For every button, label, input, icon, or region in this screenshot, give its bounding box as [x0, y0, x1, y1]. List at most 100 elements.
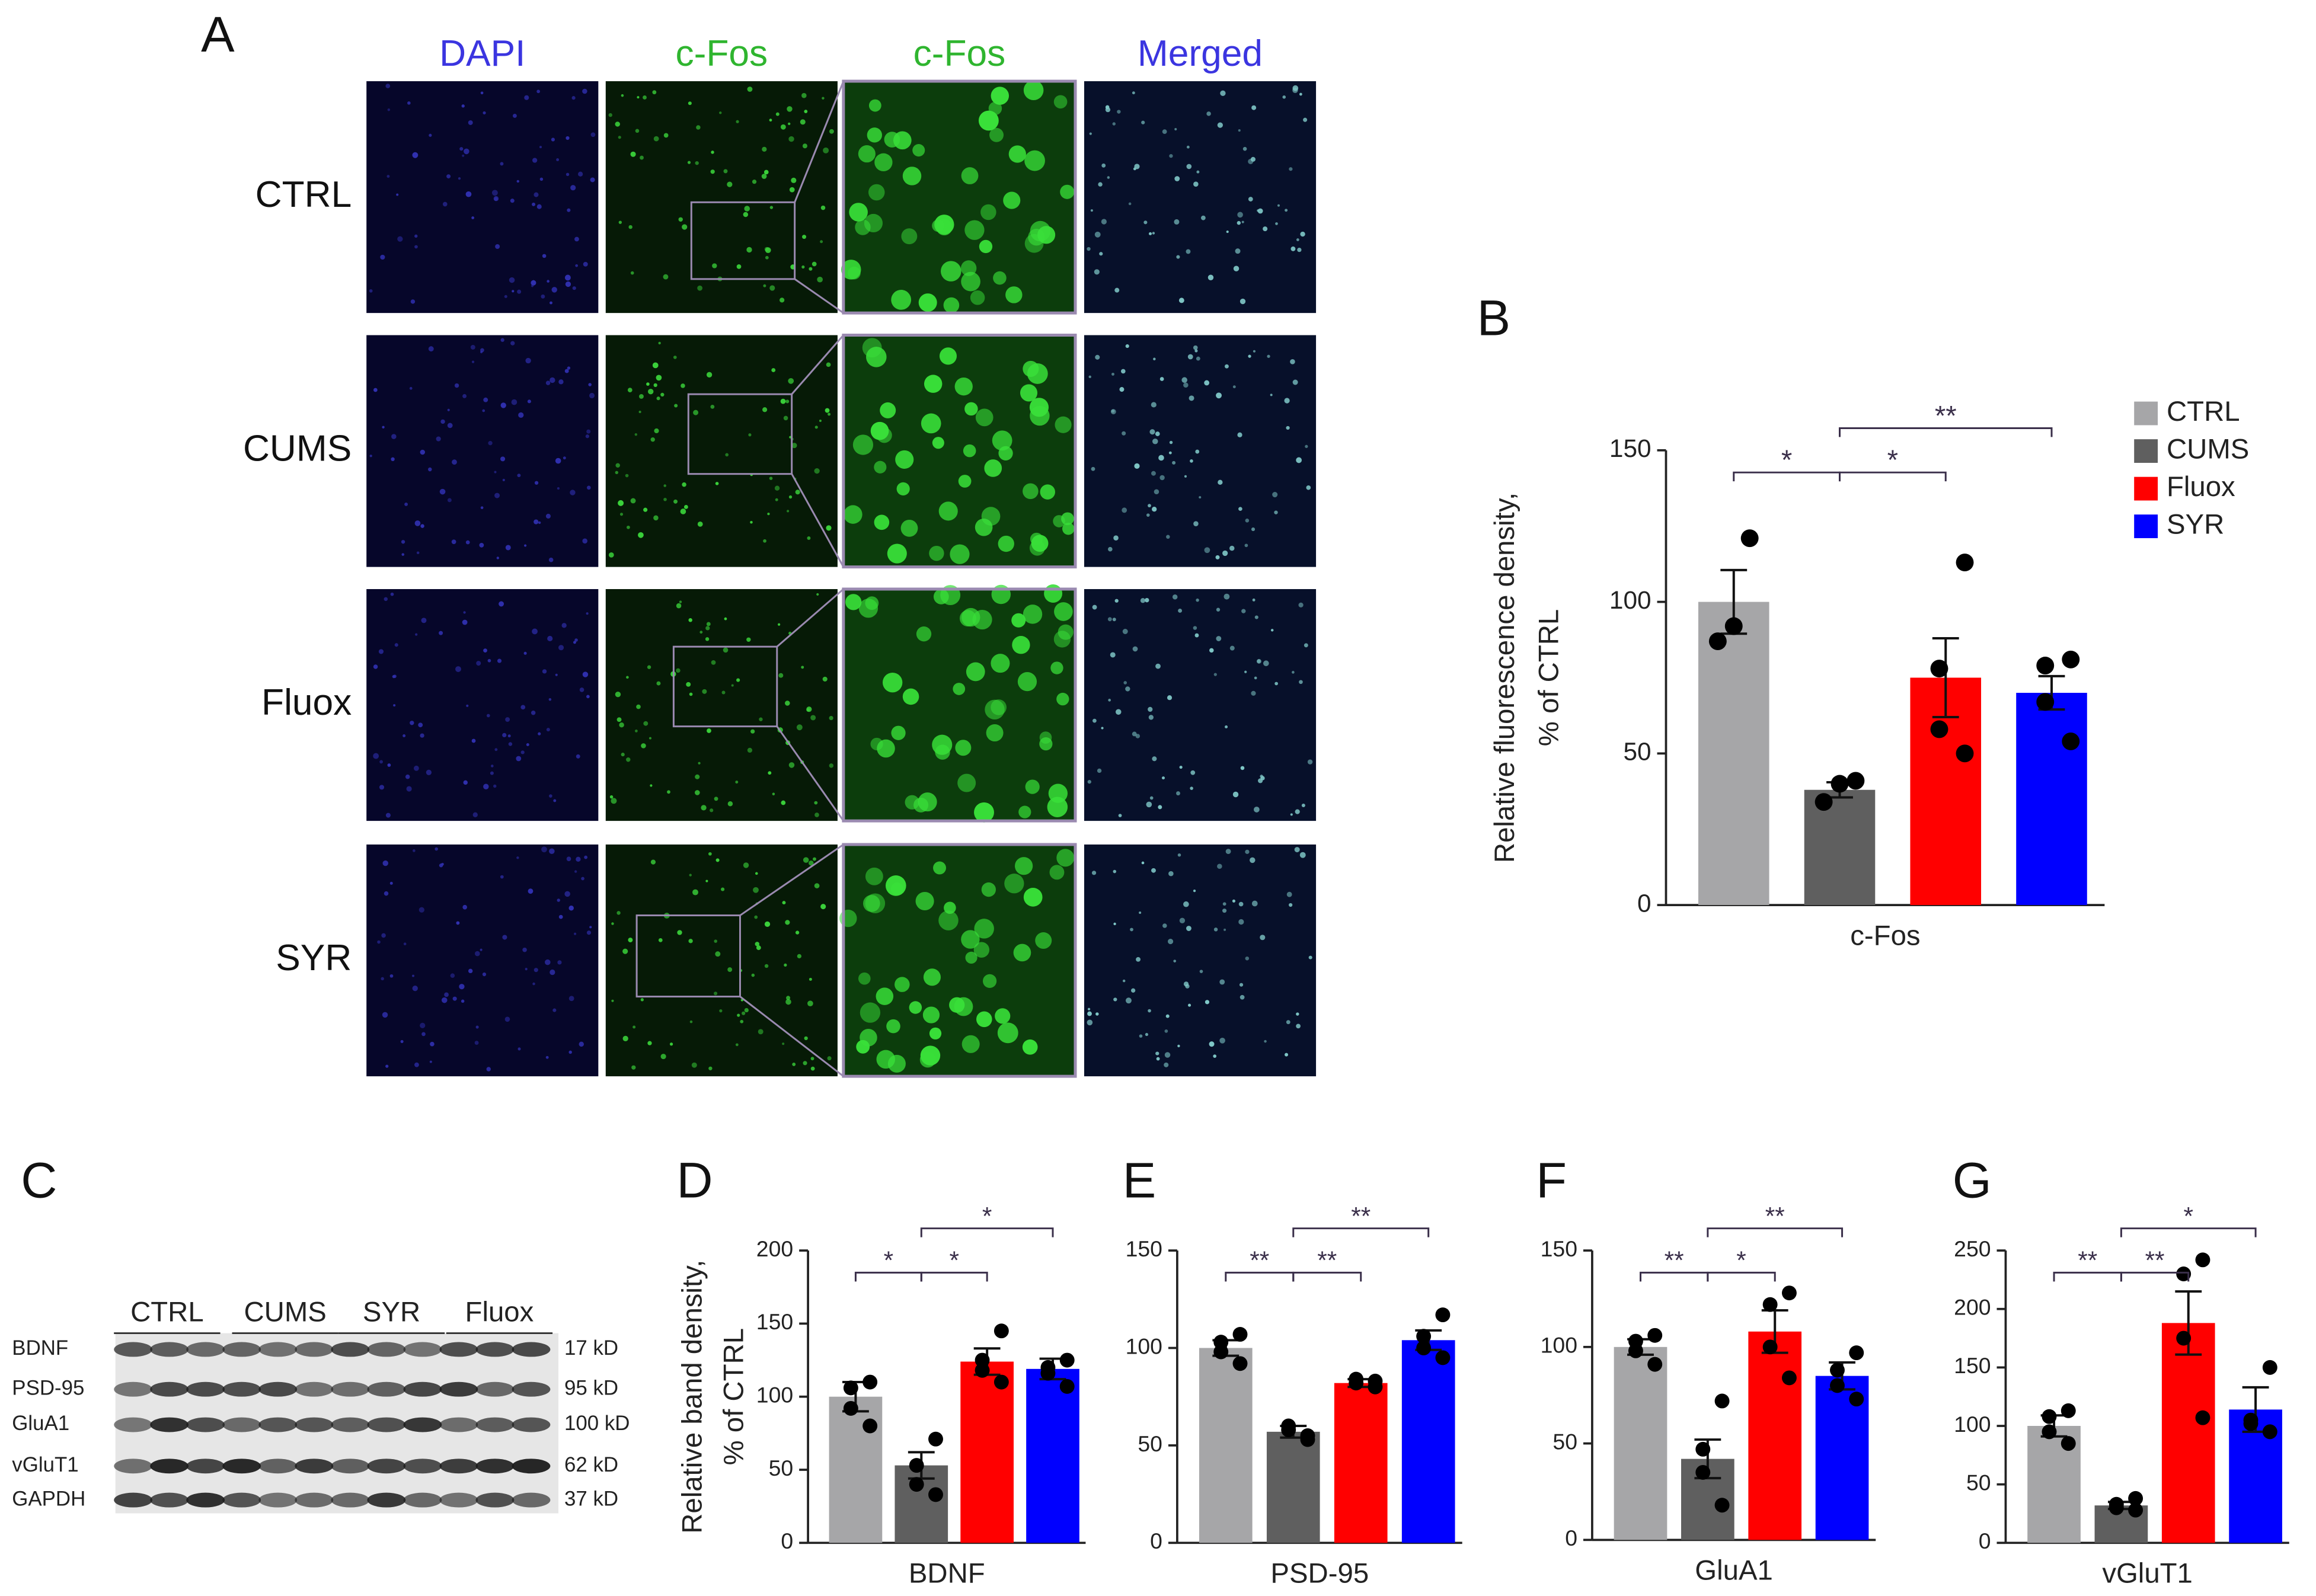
cell [895, 977, 910, 992]
cell [419, 907, 424, 913]
cell [961, 271, 980, 292]
cell [468, 968, 473, 974]
cell [446, 174, 451, 179]
cell [507, 734, 511, 738]
cell [466, 704, 469, 707]
cell [965, 951, 977, 964]
cell [619, 722, 624, 728]
cell [938, 910, 959, 930]
cell [626, 757, 631, 762]
y-tick-label: 150 [1609, 434, 1651, 462]
band [150, 1459, 189, 1474]
cell [550, 301, 552, 305]
cell [755, 942, 760, 946]
bar [1614, 1346, 1667, 1540]
cell [963, 444, 976, 458]
cell [1029, 398, 1049, 417]
cell [1047, 797, 1068, 817]
band [150, 1492, 189, 1508]
cell [1177, 1044, 1180, 1048]
cell [414, 234, 418, 238]
cell [1030, 532, 1043, 546]
cell [1168, 451, 1172, 455]
western-blot: CTRL CUMS SYR Fluox BDNF 17 kD PSD-95 95 kD GluA… [12, 1297, 630, 1514]
cell [402, 734, 406, 737]
cell [699, 631, 703, 634]
cell [549, 794, 552, 798]
data-point [1830, 1362, 1845, 1378]
cell [502, 478, 505, 482]
band [258, 1342, 298, 1357]
data-point [1435, 1307, 1451, 1323]
cell [1222, 909, 1227, 913]
cell [1260, 935, 1266, 941]
cell [721, 887, 725, 891]
cell [520, 705, 526, 710]
cell [462, 394, 467, 398]
cell [702, 689, 707, 694]
cell [548, 557, 554, 562]
cell [933, 861, 946, 875]
cell [1154, 489, 1159, 495]
band [295, 1381, 334, 1397]
cell [500, 338, 504, 342]
cell [1290, 246, 1296, 251]
cell [920, 1045, 941, 1066]
cell [480, 350, 483, 354]
cell [542, 254, 547, 258]
cell [579, 687, 584, 692]
cell [706, 372, 713, 378]
cell [993, 271, 1007, 285]
cell [696, 125, 701, 130]
cell [557, 898, 560, 902]
cell [545, 959, 551, 965]
band [295, 1492, 334, 1508]
cell [1151, 402, 1157, 408]
cell [691, 1062, 697, 1068]
cell [852, 434, 874, 455]
cell [658, 938, 663, 942]
cell [981, 507, 1001, 526]
cell [991, 87, 1010, 105]
cell [705, 637, 710, 641]
cell [389, 881, 393, 885]
cell [475, 1025, 479, 1029]
cell [981, 882, 996, 897]
zoom-line [739, 843, 844, 916]
cell [571, 96, 576, 100]
cell [769, 285, 775, 291]
cell [619, 513, 624, 516]
cell [961, 1035, 980, 1053]
cell [711, 151, 714, 154]
bar [1026, 1368, 1079, 1543]
cell [538, 732, 541, 735]
cell [1209, 1041, 1215, 1047]
cell [801, 92, 807, 98]
cell [764, 247, 769, 252]
cell [1224, 928, 1226, 931]
y-tick-label: 0 [781, 1528, 793, 1553]
cell [1186, 249, 1191, 254]
cell [860, 1002, 881, 1023]
cell [814, 883, 820, 888]
cell [1292, 87, 1298, 93]
cell [1161, 776, 1165, 780]
cell [1299, 680, 1303, 685]
cell [1008, 145, 1026, 163]
cell [626, 676, 629, 679]
cell [1168, 871, 1174, 877]
cell [750, 520, 753, 524]
cell [654, 428, 659, 434]
cell [1101, 163, 1106, 168]
band [512, 1417, 551, 1432]
cell [1110, 652, 1116, 658]
cell [1219, 979, 1225, 985]
cell [797, 954, 802, 959]
cell [1241, 220, 1244, 223]
cell [1193, 345, 1198, 350]
cell [1113, 922, 1116, 926]
cell [1194, 633, 1199, 638]
cell [768, 771, 772, 775]
legend-swatch [2134, 514, 2158, 539]
significance-label: ** [1765, 1202, 1785, 1230]
